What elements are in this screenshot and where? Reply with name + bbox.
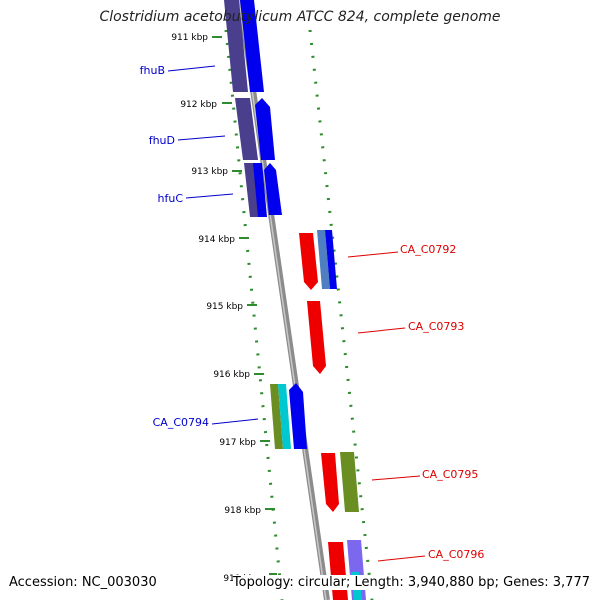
gene-label-CA_C0795: CA_C0795 — [422, 468, 478, 481]
gene-CA_C0794 — [270, 383, 307, 449]
cog-bar-olive — [340, 452, 359, 512]
leader-line — [371, 475, 421, 481]
gene-CA_C0792 — [299, 230, 337, 290]
leader-line — [347, 251, 399, 258]
tick-label: 917 kbp — [219, 438, 256, 448]
gene-arrow-b — [264, 163, 282, 215]
gene-hfuC — [244, 163, 282, 217]
leader-line — [211, 418, 259, 425]
tick-label: 916 kbp — [213, 370, 250, 380]
gene-arrow — [328, 542, 348, 600]
gene-CA_C0796 — [328, 540, 366, 600]
gene-label-CA_C0794: CA_C0794 — [153, 416, 209, 429]
leader-line — [185, 193, 234, 199]
gene-arrow — [289, 383, 307, 449]
topology-text: Topology: circular; Length: 3,940,880 bp… — [232, 575, 590, 590]
outer-dotted-circle-right — [308, 29, 374, 600]
gene-arrow — [240, 0, 264, 92]
gene-fhuB — [224, 0, 264, 92]
gene-arrow — [299, 233, 318, 290]
cog-bar-olive — [270, 384, 283, 449]
leader-line — [357, 327, 406, 334]
gene-arrow — [307, 301, 326, 374]
cog-bar-cyan — [278, 384, 291, 449]
gene-arrow-a — [253, 163, 267, 217]
gene-arrow — [255, 98, 275, 160]
gene-label-CA_C0793: CA_C0793 — [408, 320, 464, 333]
accession-text: Accession: NC_003030 — [9, 575, 157, 590]
gene-label-CA_C0792: CA_C0792 — [400, 243, 456, 256]
leader-line — [377, 555, 426, 562]
gene-label-hfuC: hfuC — [158, 192, 184, 205]
cog-bar-steel — [317, 230, 330, 289]
tick-label: 912 kbp — [180, 100, 217, 110]
leader-line — [167, 65, 216, 72]
gene-labels: fhuB fhuD hfuC CA_C0792 CA_C0793 CA_C079… — [140, 64, 484, 562]
gene-CA_C0793 — [307, 301, 326, 374]
cog-bar — [224, 0, 248, 92]
gene-label-fhuD: fhuD — [149, 134, 175, 147]
tick-label: 913 kbp — [191, 167, 228, 177]
cog-bar — [235, 98, 258, 160]
cog-bar-blue — [325, 230, 337, 289]
gene-arrow — [321, 453, 339, 512]
gene-fhuD — [235, 98, 275, 160]
genome-backbone-highlight — [238, 0, 327, 600]
gene-CA_C0795 — [321, 452, 359, 512]
map-title: Clostridium acetobutylicum ATCC 824, com… — [99, 9, 501, 25]
outer-dotted-circle-left — [224, 29, 284, 600]
gene-label-CA_C0796: CA_C0796 — [428, 548, 484, 561]
gene-label-fhuB: fhuB — [140, 64, 165, 77]
tick-label: 915 kbp — [206, 302, 243, 312]
tick-label: 911 kbp — [171, 33, 208, 43]
tick-label: 914 kbp — [198, 235, 235, 245]
leader-line — [177, 135, 226, 141]
tick-label: 918 kbp — [224, 506, 261, 516]
genome-backbone — [237, 0, 330, 600]
